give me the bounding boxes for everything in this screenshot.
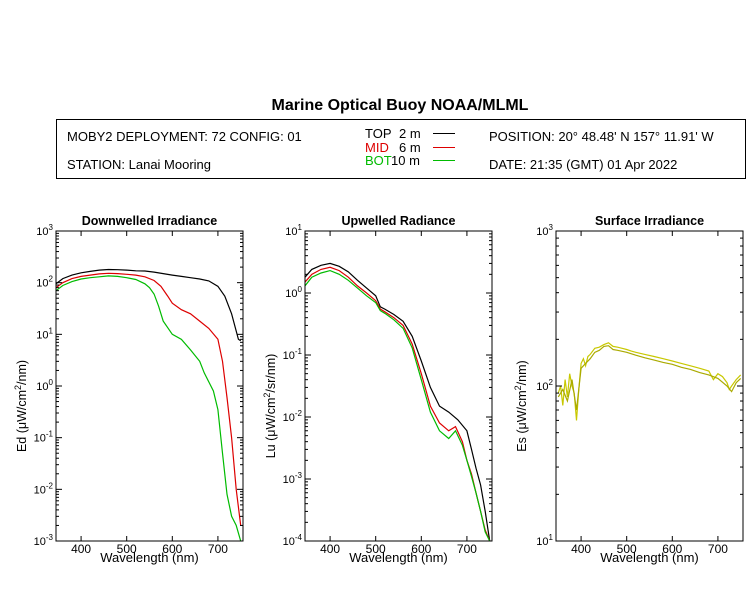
- y-axis-label: Es (μW/cm2/nm): [513, 360, 529, 451]
- y-tick-label: 101: [285, 223, 302, 238]
- legend-label-bot: BOT: [365, 153, 392, 168]
- series-line-bot: [305, 269, 491, 541]
- x-tick-label: 400: [71, 542, 91, 556]
- y-tick-label: 100: [285, 285, 302, 300]
- x-tick-label: 600: [162, 542, 182, 556]
- chart-title: Upwelled Radiance: [342, 214, 456, 228]
- y-axis-label: Ed (μW/cm2/nm): [13, 360, 29, 452]
- series-line-bot: [56, 275, 242, 541]
- x-axis-label: Wavelength (nm): [100, 550, 199, 565]
- x-tick-label: 700: [208, 542, 228, 556]
- x-axis-label: Wavelength (nm): [600, 550, 699, 565]
- x-tick-label: 600: [411, 542, 431, 556]
- x-tick-label: 400: [571, 542, 591, 556]
- y-tick-label: 10-4: [283, 533, 303, 548]
- legend-depth-bot: 10 m: [391, 153, 420, 168]
- chart-panel-1: Downwelled Irradiance 400 500 600 700 Wavelen…: [13, 214, 244, 565]
- series-line-top: [305, 262, 491, 541]
- chart-title: Surface Irradiance: [595, 214, 704, 228]
- station-text: STATION: Lanai Mooring: [67, 157, 212, 172]
- y-tick-label: 10-1: [34, 430, 54, 445]
- deployment-text: MOBY2 DEPLOYMENT: 72 CONFIG: 01: [67, 129, 302, 144]
- y-tick-label: 10-3: [283, 471, 303, 486]
- chart-panel-2: Upwelled Radiance 400 500 600 700 Wavelength …: [262, 214, 493, 565]
- series-line-es-2: [557, 345, 742, 411]
- date-text: DATE: 21:35 (GMT) 01 Apr 2022: [489, 157, 678, 172]
- x-tick-label: 500: [366, 542, 386, 556]
- y-axis-label: Lu (μW/cm2/sr/nm): [262, 354, 278, 459]
- y-tick-label: 103: [36, 223, 53, 238]
- y-tick-label: 103: [536, 223, 553, 238]
- y-tick-label: 10-1: [283, 347, 303, 362]
- plot-frame: [304, 230, 493, 542]
- series-line-es: [557, 342, 742, 421]
- page-title: Marine Optical Buoy NOAA/MLML: [271, 97, 529, 114]
- series-line-mid: [56, 272, 242, 526]
- legend-label-top: TOP: [365, 126, 392, 141]
- chart-title: Downwelled Irradiance: [82, 214, 218, 228]
- x-tick-label: 700: [457, 542, 477, 556]
- plot-frame: [55, 230, 244, 542]
- y-tick-label: 101: [36, 326, 53, 341]
- series-line-top: [56, 268, 242, 342]
- y-tick-label: 10-2: [34, 481, 54, 496]
- x-tick-label: 500: [617, 542, 637, 556]
- legend-line-top: [433, 133, 455, 134]
- legend-line-mid: [433, 147, 455, 148]
- series-line-mid: [305, 266, 491, 541]
- legend-label-mid: MID: [365, 140, 389, 155]
- y-tick-label: 102: [36, 275, 53, 290]
- position-text: POSITION: 20° 48.48' N 157° 11.91' W: [489, 129, 714, 144]
- x-tick-label: 600: [662, 542, 682, 556]
- chart-panel-3: Surface Irradiance 400 500 600 700 Wavelength…: [513, 214, 744, 565]
- x-tick-label: 500: [117, 542, 137, 556]
- x-tick-label: 700: [708, 542, 728, 556]
- y-tick-label: 102: [536, 378, 553, 393]
- x-axis-label: Wavelength (nm): [349, 550, 448, 565]
- y-tick-label: 100: [36, 378, 53, 393]
- y-tick-label: 10-2: [283, 409, 303, 424]
- x-tick-label: 400: [320, 542, 340, 556]
- y-tick-label: 10-3: [34, 533, 54, 548]
- info-box: MOBY2 DEPLOYMENT: 72 CONFIG: 01 STATION:…: [56, 119, 746, 179]
- legend-line-bot: [433, 160, 455, 161]
- legend-depth-mid: 6 m: [399, 140, 421, 155]
- legend-depth-top: 2 m: [399, 126, 421, 141]
- y-tick-label: 101: [536, 533, 553, 548]
- plot-frame: [555, 230, 744, 542]
